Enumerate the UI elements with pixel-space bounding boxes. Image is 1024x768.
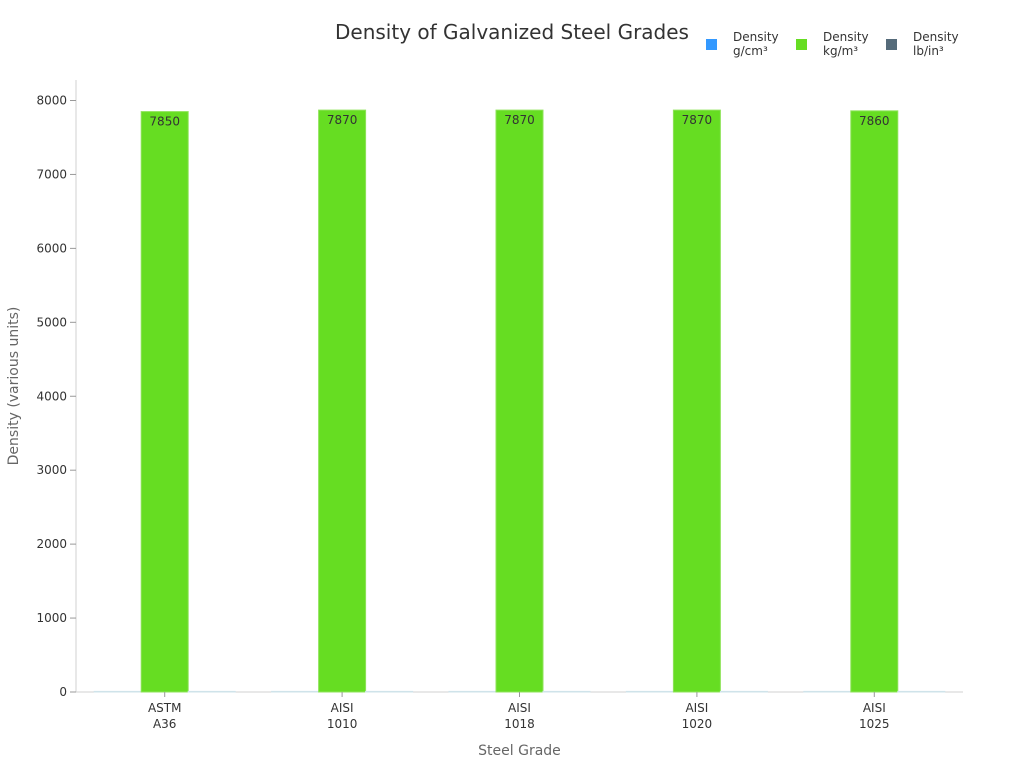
y-tick-label: 5000 bbox=[36, 315, 67, 329]
bar bbox=[495, 109, 544, 693]
y-tick-label: 4000 bbox=[36, 389, 67, 403]
legend-swatch bbox=[886, 39, 897, 50]
y-tick-label: 3000 bbox=[36, 463, 67, 477]
x-tick-label: ASTM A36 bbox=[148, 701, 182, 731]
x-tick-label: AISI 1018 bbox=[504, 701, 535, 731]
y-tick-label: 0 bbox=[59, 685, 67, 699]
bar bbox=[803, 690, 852, 693]
legend: Density g/cm³ Density kg/m³ Density lb/in³ bbox=[706, 30, 976, 58]
bar bbox=[448, 690, 497, 693]
y-axis-title: Density (various units) bbox=[6, 307, 22, 466]
bar-value-label: 7870 bbox=[327, 113, 358, 127]
bar-value-label: 7860 bbox=[859, 114, 890, 128]
y-tick-label: 7000 bbox=[36, 167, 67, 181]
legend-item: Density g/cm³ bbox=[706, 30, 796, 58]
legend-item: Density kg/m³ bbox=[796, 30, 886, 58]
legend-swatch bbox=[706, 39, 717, 50]
y-tick-label: 8000 bbox=[36, 94, 67, 108]
bar-value-label: 7870 bbox=[682, 113, 713, 127]
y-tick-label: 1000 bbox=[36, 611, 67, 625]
legend-item: Density lb/in³ bbox=[886, 30, 976, 58]
bar-value-label: 7870 bbox=[504, 113, 535, 127]
bar bbox=[140, 111, 189, 693]
bar bbox=[93, 690, 142, 693]
bar bbox=[542, 690, 591, 693]
x-tick-label: AISI 1020 bbox=[682, 701, 713, 731]
bar-value-label: 7850 bbox=[149, 115, 180, 129]
bar bbox=[625, 690, 674, 693]
x-tick-label: AISI 1010 bbox=[327, 701, 358, 731]
bar bbox=[318, 109, 367, 693]
bar bbox=[365, 690, 414, 693]
x-tick-label: AISI 1025 bbox=[859, 701, 890, 731]
bar bbox=[850, 110, 899, 693]
chart-title: Density of Galvanized Steel Grades bbox=[335, 20, 689, 44]
bar bbox=[271, 690, 320, 693]
legend-label: Density lb/in³ bbox=[913, 30, 959, 58]
legend-swatch bbox=[796, 39, 807, 50]
bar bbox=[187, 690, 236, 693]
x-axis-title: Steel Grade bbox=[478, 743, 561, 759]
legend-label: Density g/cm³ bbox=[733, 30, 779, 58]
bar bbox=[672, 109, 721, 693]
bar bbox=[897, 690, 946, 693]
y-tick-label: 2000 bbox=[36, 537, 67, 551]
y-tick-label: 6000 bbox=[36, 241, 67, 255]
legend-label: Density kg/m³ bbox=[823, 30, 869, 58]
bar bbox=[719, 690, 768, 693]
